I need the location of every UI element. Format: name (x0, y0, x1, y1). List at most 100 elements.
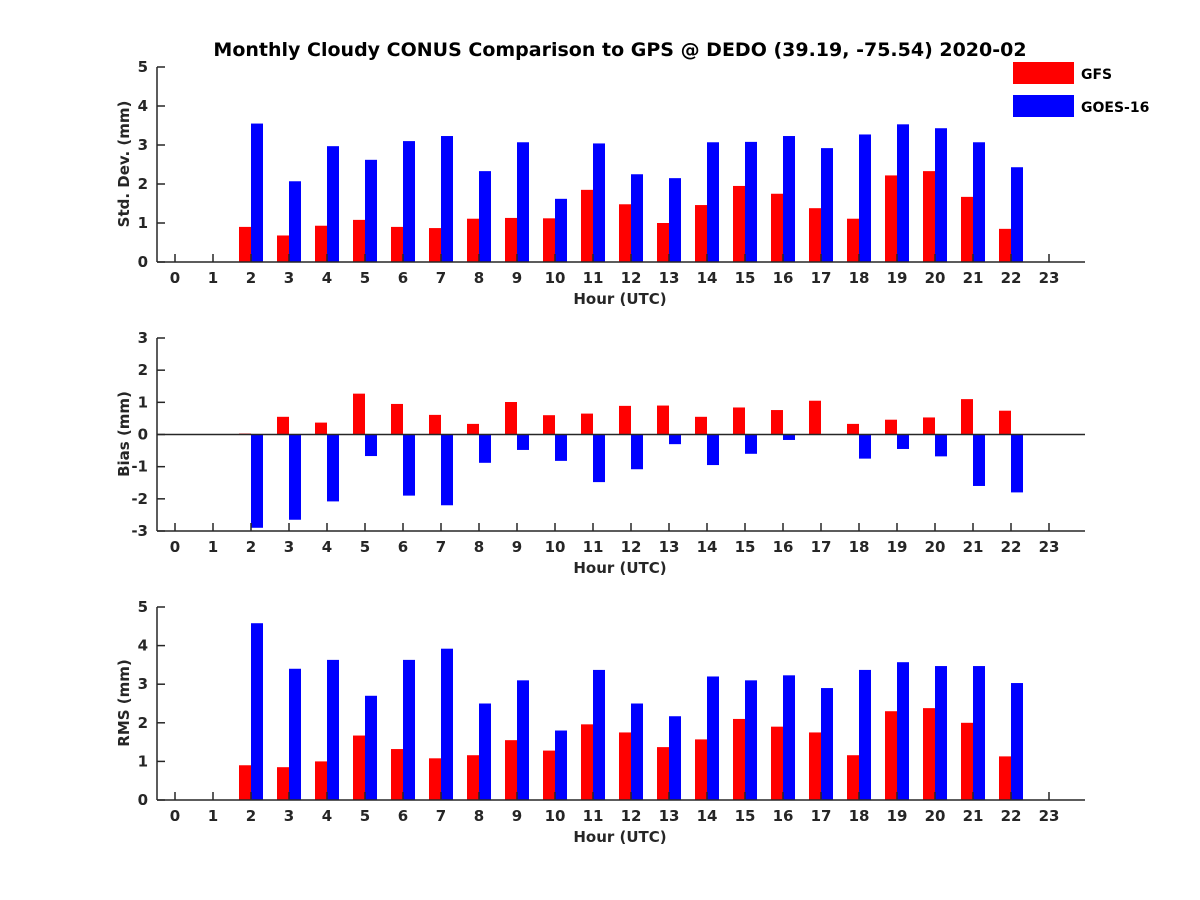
x-tick-label: 11 (583, 269, 604, 287)
bar-gfs-hour-3 (277, 416, 289, 435)
x-tick-label: 21 (963, 538, 984, 556)
x-tick-label: 17 (811, 269, 832, 287)
bar-goes-16-hour-16 (783, 434, 795, 440)
bar-goes-16-hour-7 (441, 648, 453, 800)
x-tick-label: 18 (849, 807, 870, 825)
x-tick-label: 8 (474, 807, 484, 825)
x-tick-label: 20 (925, 269, 946, 287)
x-tick-label: 1 (208, 807, 218, 825)
bar-goes-16-hour-5 (365, 159, 377, 262)
x-tick-label: 10 (545, 269, 566, 287)
bar-gfs-hour-7 (429, 758, 441, 800)
bar-goes-16-hour-6 (403, 434, 415, 496)
x-tick-label: 5 (360, 269, 370, 287)
bar-gfs-hour-14 (695, 205, 707, 262)
y-tick-label: -1 (131, 458, 148, 476)
bar-goes-16-hour-3 (289, 434, 301, 520)
x-tick-label: 16 (773, 269, 794, 287)
x-tick-label: 3 (284, 538, 294, 556)
x-tick-label: 19 (887, 807, 908, 825)
y-tick-label: 4 (138, 637, 148, 655)
bar-gfs-hour-8 (467, 755, 479, 800)
x-tick-label: 10 (545, 807, 566, 825)
bar-goes-16-hour-6 (403, 141, 415, 262)
bar-gfs-hour-22 (999, 228, 1011, 262)
bar-gfs-hour-4 (315, 422, 327, 435)
x-tick-label: 11 (583, 807, 604, 825)
bar-gfs-hour-15 (733, 185, 745, 262)
bar-gfs-hour-16 (771, 410, 783, 435)
bar-gfs-hour-9 (505, 402, 517, 435)
bar-goes-16-hour-4 (327, 146, 339, 262)
legend: GFS GOES-16 (1013, 62, 1149, 117)
y-tick-label: 5 (138, 598, 148, 616)
bar-goes-16-hour-13 (669, 716, 681, 800)
bar-gfs-hour-17 (809, 400, 821, 435)
x-tick-label: 12 (621, 269, 642, 287)
bar-gfs-hour-14 (695, 739, 707, 800)
x-tick-label: 2 (246, 807, 256, 825)
bar-gfs-hour-7 (429, 228, 441, 262)
bar-gfs-hour-8 (467, 218, 479, 262)
bar-goes-16-hour-22 (1011, 683, 1023, 800)
x-tick-label: 16 (773, 538, 794, 556)
x-tick-label: 23 (1039, 538, 1060, 556)
x-tick-label: 14 (697, 538, 718, 556)
x-tick-label: 15 (735, 269, 756, 287)
bar-gfs-hour-21 (961, 196, 973, 262)
bar-gfs-hour-8 (467, 423, 479, 435)
bar-goes-16-hour-19 (897, 434, 909, 449)
x-tick-label: 5 (360, 807, 370, 825)
x-tick-label: 13 (659, 269, 680, 287)
bar-gfs-hour-17 (809, 732, 821, 800)
bar-goes-16-hour-22 (1011, 167, 1023, 262)
x-tick-label: 3 (284, 269, 294, 287)
x-tick-label: 1 (208, 538, 218, 556)
bar-goes-16-hour-14 (707, 434, 719, 466)
bar-gfs-hour-12 (619, 204, 631, 262)
bar-goes-16-hour-17 (821, 688, 833, 800)
x-tick-label: 0 (170, 538, 180, 556)
bar-gfs-hour-20 (923, 171, 935, 262)
bar-goes-16-hour-9 (517, 680, 529, 800)
bar-goes-16-hour-6 (403, 659, 415, 800)
bar-gfs-hour-7 (429, 414, 441, 435)
x-tick-label: 6 (398, 538, 408, 556)
bar-gfs-hour-20 (923, 708, 935, 800)
bar-goes-16-hour-3 (289, 668, 301, 800)
bar-goes-16-hour-21 (973, 434, 985, 486)
chart-title: Monthly Cloudy CONUS Comparison to GPS @… (213, 39, 1026, 61)
y-axis-label: Std. Dev. (mm) (115, 101, 133, 228)
bar-gfs-hour-16 (771, 193, 783, 262)
x-tick-label: 6 (398, 269, 408, 287)
x-tick-label: 11 (583, 538, 604, 556)
x-tick-label: 7 (436, 807, 446, 825)
bar-goes-16-hour-20 (935, 434, 947, 457)
bar-goes-16-hour-13 (669, 434, 681, 445)
bar-gfs-hour-11 (581, 724, 593, 800)
x-tick-label: 7 (436, 269, 446, 287)
bar-goes-16-hour-11 (593, 143, 605, 262)
legend-label-goes16: GOES-16 (1081, 100, 1149, 116)
bar-gfs-hour-2 (239, 765, 251, 800)
x-tick-label: 18 (849, 538, 870, 556)
bar-goes-16-hour-17 (821, 148, 833, 262)
bar-gfs-hour-12 (619, 732, 631, 800)
x-tick-label: 7 (436, 538, 446, 556)
bar-gfs-hour-2 (239, 226, 251, 262)
x-tick-label: 10 (545, 538, 566, 556)
bar-gfs-hour-13 (657, 405, 669, 435)
bar-goes-16-hour-20 (935, 128, 947, 262)
x-tick-label: 20 (925, 807, 946, 825)
bar-goes-16-hour-11 (593, 669, 605, 800)
bar-goes-16-hour-13 (669, 178, 681, 262)
x-tick-label: 19 (887, 538, 908, 556)
x-tick-label: 4 (322, 269, 332, 287)
bar-gfs-hour-18 (847, 218, 859, 262)
bar-gfs-hour-4 (315, 225, 327, 262)
bar-goes-16-hour-9 (517, 434, 529, 450)
bar-goes-16-hour-16 (783, 136, 795, 262)
x-axis-label: Hour (UTC) (573, 290, 666, 308)
